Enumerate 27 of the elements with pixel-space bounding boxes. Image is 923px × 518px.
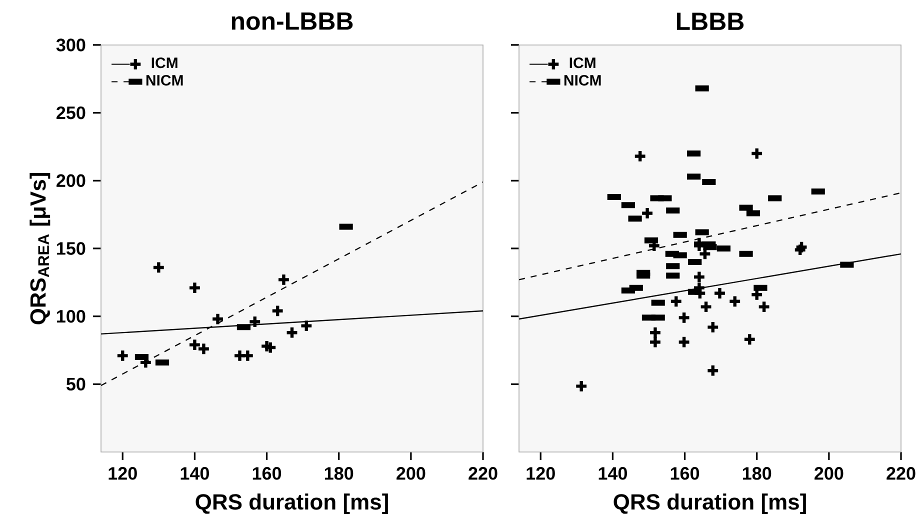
x-tick-label: 160 xyxy=(252,467,282,480)
y-tick-label: 250 xyxy=(56,106,86,120)
x-tick-label: 140 xyxy=(598,467,627,480)
y-tick-label: 150 xyxy=(57,242,86,255)
x-tick-label: 160 xyxy=(670,467,700,480)
x-tick-label: 120 xyxy=(108,467,137,480)
y-tick-label: 300 xyxy=(56,38,86,52)
y-tick-label: 100 xyxy=(57,310,86,323)
y-tick-label: 50 xyxy=(66,378,86,391)
chart-title: non-LBBB xyxy=(232,12,353,30)
x-tick-label: 180 xyxy=(742,467,772,480)
x-axis-title: QRS duration [ms] xyxy=(614,494,806,514)
legend-label: NICM xyxy=(564,74,601,86)
y-axis-title: QRS$_{AREA}$ [μVs] xyxy=(30,173,50,324)
x-tick-label: 200 xyxy=(396,467,426,480)
x-tick-label: 120 xyxy=(526,467,555,480)
legend-label: NICM xyxy=(146,74,183,86)
x-tick-label: 140 xyxy=(180,467,209,480)
x-tick-label: 220 xyxy=(886,467,916,480)
x-tick-label: 200 xyxy=(814,467,844,480)
legend-label: ICM xyxy=(570,57,596,68)
chart-title: LBBB xyxy=(676,12,744,30)
y-tick-label: 200 xyxy=(56,174,86,188)
x-tick-label: 220 xyxy=(468,467,498,480)
x-tick-label: 180 xyxy=(324,467,354,480)
x-axis-title: QRS duration [ms] xyxy=(196,494,388,514)
legend-label: ICM xyxy=(152,57,178,68)
